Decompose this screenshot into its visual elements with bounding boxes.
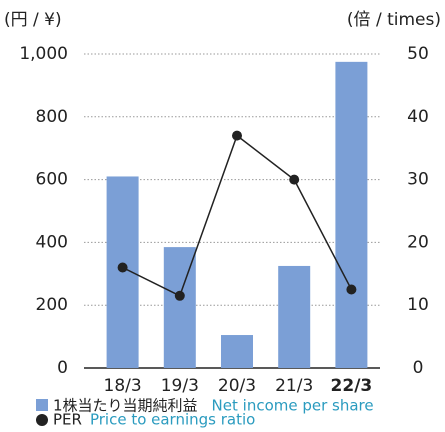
y2-axis-unit: (倍 / times) [347, 10, 441, 30]
y-tick-label: 0 [57, 358, 68, 378]
x-tick-label: 22/3 [331, 376, 373, 396]
y-tick-label: 400 [36, 232, 68, 252]
y2-tick-label: 50 [407, 44, 429, 64]
y2-tick-label: 40 [407, 107, 429, 127]
y2-tick-label: 30 [407, 170, 429, 190]
x-tick-label: 20/3 [218, 376, 256, 396]
bar [278, 265, 311, 368]
y2-tick-label: 0 [413, 358, 424, 378]
line [122, 134, 353, 297]
y-tick-label: 200 [36, 295, 68, 315]
y-tick-label: 800 [36, 107, 68, 127]
legend-label-en: Price to earnings ratio [90, 411, 255, 429]
y-tick-label: 1,000 [19, 44, 68, 64]
point [117, 262, 128, 273]
point [232, 130, 242, 141]
x-tick-label: 21/3 [275, 376, 313, 396]
legend-swatch [36, 414, 48, 426]
legend-swatch [36, 399, 48, 411]
y2-tick-label: 20 [407, 232, 429, 252]
point [346, 284, 357, 295]
point [174, 290, 185, 301]
bar [335, 61, 368, 368]
y-tick-label: 600 [36, 170, 68, 190]
legend-label: PER [53, 411, 82, 429]
legend-label: 1株当たり当期純利益 [53, 397, 198, 415]
bar [221, 335, 253, 368]
x-tick-label: 18/3 [104, 376, 142, 396]
x-tick-label: 19/3 [161, 376, 199, 396]
y-axis-unit: (円 / ¥) [4, 10, 62, 30]
point [289, 174, 300, 185]
legend-label-en: Net income per share [212, 397, 374, 415]
y2-tick-label: 10 [407, 295, 429, 315]
